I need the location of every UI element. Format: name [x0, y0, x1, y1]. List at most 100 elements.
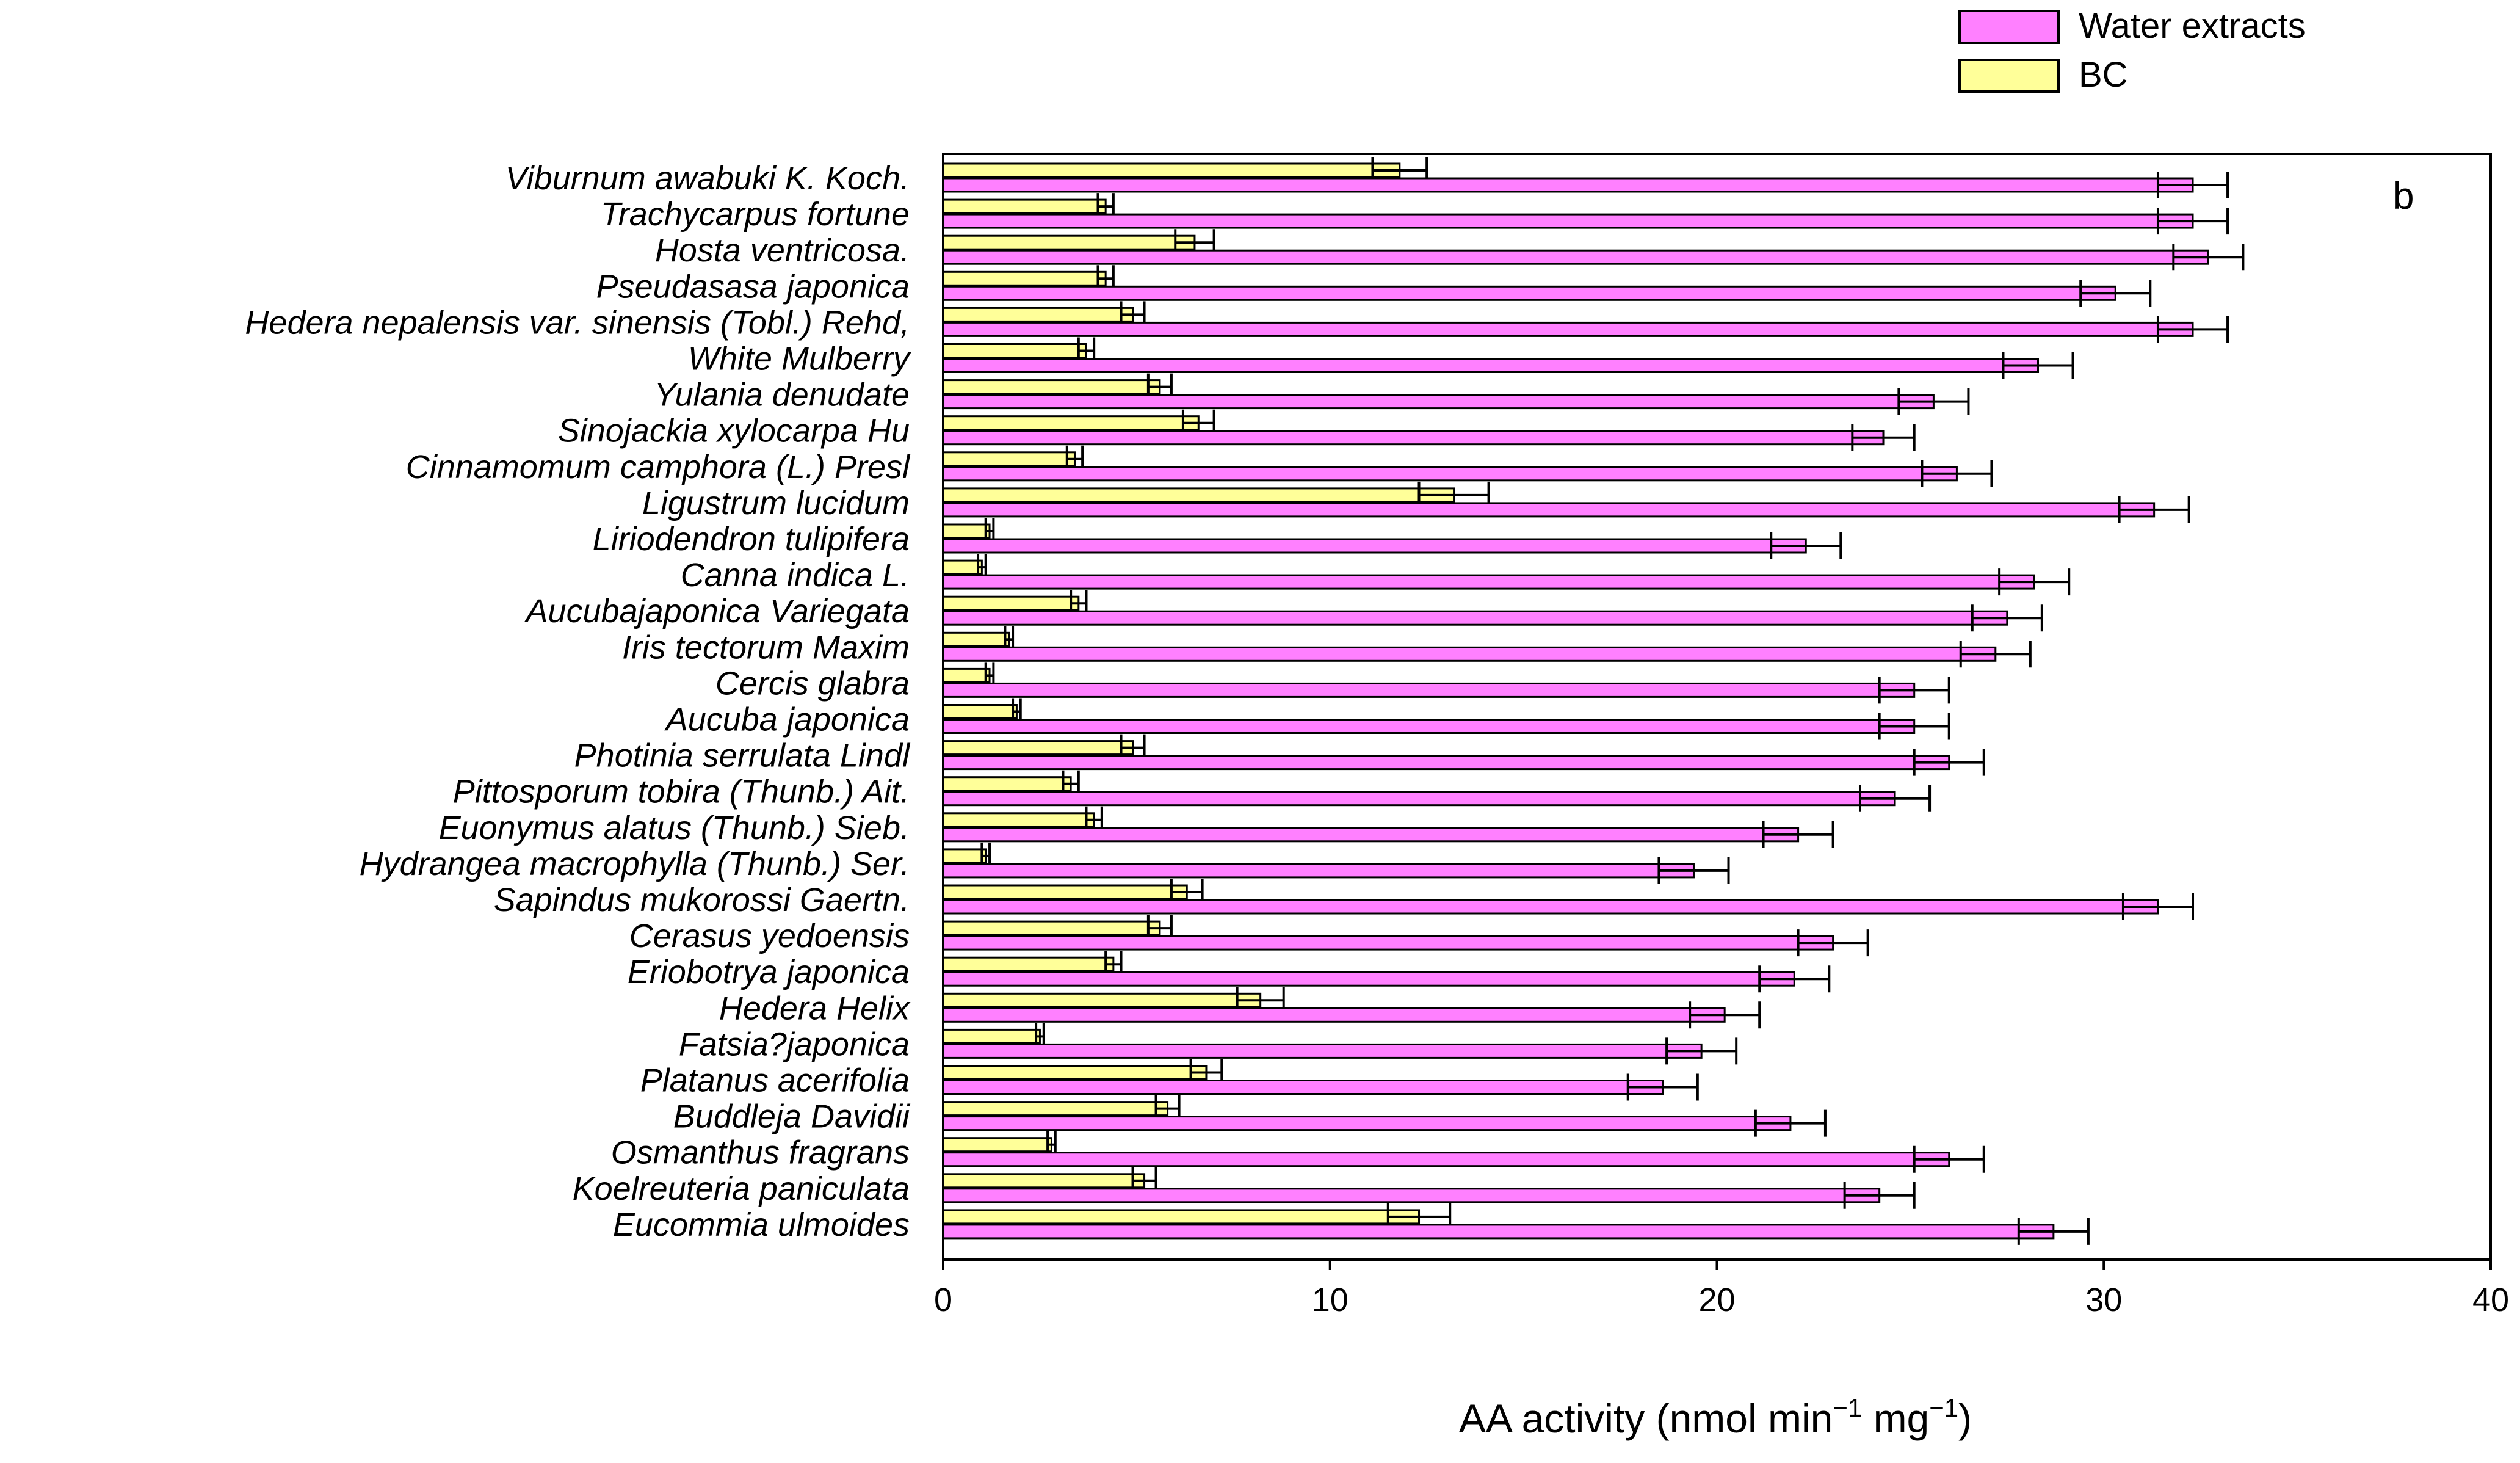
- category-label: Yulania denudate: [654, 377, 910, 413]
- bar-water-extracts: [942, 1188, 1881, 1203]
- x-axis: 0 10 20 30 40: [934, 1260, 2509, 1318]
- bar-water-extracts: [942, 1224, 2055, 1240]
- bar-water-extracts: [942, 213, 2194, 229]
- bar-water-extracts: [942, 285, 2116, 301]
- category-label: Canna indica L.: [681, 557, 910, 594]
- category-label: Sinojackia xylocarpa Hu: [558, 413, 910, 449]
- bar-water-extracts: [942, 899, 2159, 915]
- category-label: Hydrangea macrophylla (Thunb.) Ser.: [360, 846, 910, 882]
- bar-water-extracts: [942, 466, 1958, 482]
- bars-layer: [942, 157, 2245, 1245]
- category-labels: Viburnum awabuki K. Koch.Trachycarpus fo…: [245, 160, 911, 1243]
- category-label: Pittosporum tobira (Thunb.) Ait.: [453, 774, 910, 810]
- category-label: Hedera Helix: [719, 990, 911, 1026]
- bar-bc: [942, 1209, 1421, 1225]
- error-bar-water-extracts: [2156, 316, 2229, 343]
- bar-bc: [942, 920, 1161, 936]
- bar-water-extracts: [942, 719, 1916, 734]
- x-axis-title-sup1: −1: [1833, 1393, 1862, 1422]
- bar-bc: [942, 343, 1087, 358]
- bar-bc: [942, 1173, 1146, 1189]
- bar-bc: [942, 1101, 1169, 1117]
- error-bar-water-extracts: [1878, 713, 1950, 740]
- error-bar-water-extracts: [2118, 496, 2190, 523]
- x-tick-label: 30: [2085, 1282, 2122, 1318]
- bar-water-extracts: [942, 430, 1885, 446]
- x-tick-label: 20: [1698, 1282, 1735, 1318]
- legend-swatch-bc: [1958, 59, 2060, 93]
- category-label: Photinia serrulata Lindl: [574, 738, 911, 774]
- bar-bc: [942, 848, 987, 864]
- category-label: Trachycarpus fortune: [601, 196, 910, 233]
- category-label: Cinnamomum camphora (L.) Presl: [406, 449, 911, 485]
- category-label: Cercis glabra: [715, 665, 910, 702]
- bar-bc: [942, 956, 1115, 972]
- category-label: Koelreuteria paniculata: [573, 1171, 910, 1207]
- bar-water-extracts: [942, 358, 2040, 373]
- bar-bc: [942, 198, 1107, 214]
- bar-bc: [942, 812, 1095, 828]
- category-label: Liriodendron tulipifera: [593, 521, 910, 557]
- bar-bc: [942, 704, 1018, 719]
- bar-water-extracts: [942, 321, 2194, 337]
- legend-swatch-water-extracts: [1958, 10, 2060, 44]
- bar-bc: [942, 307, 1134, 322]
- category-label: Buddleja Davidii: [673, 1098, 911, 1135]
- bar-bc: [942, 595, 1080, 611]
- error-bar-water-extracts: [1913, 1145, 1985, 1173]
- error-bar-water-extracts: [1971, 604, 2043, 632]
- bar-water-extracts: [942, 682, 1916, 698]
- legend-label-bc: BC: [2079, 55, 2128, 95]
- category-label: Eriobotrya japonica: [628, 954, 910, 990]
- category-label: Aucubajaponica Variegata: [524, 593, 910, 630]
- error-bar-water-extracts: [1754, 1109, 1827, 1137]
- error-bar-water-extracts: [2017, 1218, 2090, 1245]
- bar-water-extracts: [942, 1116, 1792, 1131]
- error-bar-water-extracts: [1998, 568, 2071, 596]
- error-bar-water-extracts: [2156, 208, 2229, 235]
- bar-bc: [942, 1028, 1041, 1044]
- legend-label-water-extracts: Water extracts: [2079, 6, 2306, 46]
- bar-bc: [942, 451, 1076, 467]
- category-label: Platanus acerifolia: [640, 1062, 910, 1099]
- x-axis-title-mid: mg: [1862, 1396, 1929, 1441]
- error-bar-water-extracts: [1689, 1001, 1761, 1029]
- bar-bc: [942, 776, 1072, 792]
- x-axis-title-main: AA activity (nmol min: [1459, 1396, 1833, 1441]
- category-label: Ligustrum lucidum: [642, 485, 910, 521]
- bar-bc: [942, 523, 991, 539]
- category-label: Eucommia ulmoides: [613, 1207, 910, 1243]
- bar-bc: [942, 487, 1455, 503]
- bar-water-extracts: [942, 538, 1807, 554]
- category-label: Cerasus yedoensis: [629, 918, 910, 954]
- category-label: Pseudasasa japonica: [596, 268, 910, 305]
- error-bar-water-extracts: [2156, 172, 2229, 198]
- bar-water-extracts: [942, 502, 2156, 518]
- category-label: White Mulberry: [688, 341, 911, 377]
- x-tick-label: 10: [1312, 1282, 1349, 1318]
- bar-bc: [942, 740, 1134, 756]
- bar-water-extracts: [942, 1007, 1726, 1023]
- bar-water-extracts: [942, 177, 2194, 193]
- error-bar-water-extracts: [1921, 460, 1993, 487]
- error-bar-water-extracts: [1770, 532, 1842, 559]
- error-bar-water-extracts: [1897, 388, 1970, 415]
- error-bar-water-extracts: [2079, 280, 2152, 307]
- error-bar-water-extracts: [2121, 893, 2195, 920]
- bar-bc: [942, 1065, 1208, 1080]
- error-bar-water-extracts: [1851, 424, 1916, 451]
- bar-water-extracts: [942, 646, 1997, 662]
- error-bar-water-extracts: [1878, 677, 1950, 704]
- panel-label: b: [2393, 175, 2414, 217]
- bar-water-extracts: [942, 863, 1695, 879]
- x-tick-label: 40: [2472, 1282, 2509, 1318]
- bar-bc: [942, 631, 1010, 647]
- error-bar-water-extracts: [1657, 857, 1730, 884]
- bar-water-extracts: [942, 1152, 1950, 1167]
- bar-bc: [942, 270, 1107, 286]
- bar-water-extracts: [942, 755, 1950, 771]
- category-label: Iris tectorum Maxim: [622, 629, 910, 666]
- error-bar-water-extracts: [2002, 352, 2074, 379]
- bar-water-extracts: [942, 1080, 1664, 1095]
- category-label: Osmanthus fragrans: [611, 1134, 910, 1171]
